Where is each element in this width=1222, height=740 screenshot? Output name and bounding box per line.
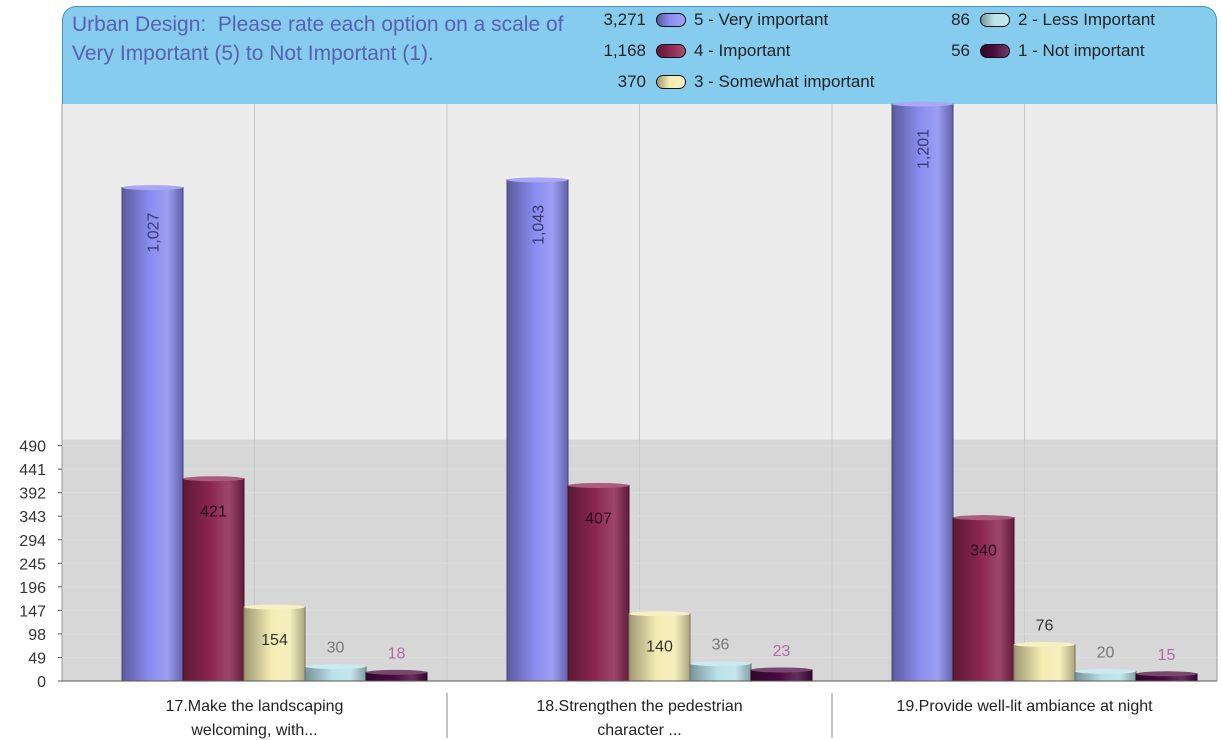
legend-label: 4 - Important: [694, 41, 791, 60]
legend-label: 5 - Very important: [694, 10, 829, 29]
bar: [121, 187, 184, 682]
y-tick-label: 490: [19, 439, 46, 456]
data-label: 18: [388, 645, 406, 662]
data-label: 140: [646, 639, 673, 656]
legend-count: 1,168: [603, 41, 646, 60]
legend-label: 3 - Somewhat important: [694, 72, 875, 91]
data-label: 76: [1036, 617, 1054, 634]
chart-title: Urban Design: Please rate each option on…: [72, 13, 570, 65]
y-tick-label: 147: [19, 603, 46, 620]
legend-count: 56: [951, 41, 970, 60]
y-tick-label: 245: [19, 556, 46, 573]
legend-count: 86: [951, 10, 970, 29]
y-tick-label: 343: [19, 509, 46, 526]
data-label: 1,201: [916, 129, 933, 169]
bar: [182, 478, 245, 682]
y-tick-label: 49: [28, 650, 46, 667]
data-label: 36: [712, 637, 730, 654]
data-label: 20: [1097, 644, 1115, 661]
bar-top: [1075, 668, 1136, 674]
y-tick-label: 294: [19, 533, 46, 550]
legend-item-very-important: 3,271 5 - Very important: [603, 8, 829, 32]
legend-swatch: [980, 44, 1010, 58]
bar: [891, 103, 954, 682]
legend-item-somewhat-important: 370 3 - Somewhat important: [618, 70, 875, 94]
legend-label: 2 - Less Important: [1018, 10, 1156, 29]
bar: [1013, 643, 1076, 682]
x-tick-label: welcoming, with...: [190, 722, 317, 739]
bar: [952, 517, 1015, 682]
data-label: 421: [200, 504, 227, 521]
x-tick-label: 19.Provide well-lit ambiance at night: [896, 698, 1153, 715]
legend-swatch: [980, 13, 1010, 27]
data-label: 1,043: [531, 205, 548, 245]
bar-top: [507, 177, 568, 183]
legend-label: 1 - Not important: [1018, 41, 1145, 60]
bar: [689, 663, 752, 682]
y-tick-label: 0: [37, 674, 46, 691]
bar: [243, 606, 306, 682]
data-label: 407: [585, 510, 612, 527]
data-label: 154: [261, 632, 288, 649]
bar-top: [1014, 641, 1075, 647]
bar-top: [892, 101, 953, 107]
bar-top: [751, 667, 812, 673]
legend-swatch: [656, 13, 686, 27]
data-label: 1,027: [146, 212, 163, 252]
y-tick-label: 441: [19, 462, 46, 479]
legend-item-not-important: 56 1 - Not important: [951, 39, 1145, 63]
data-label: 30: [327, 640, 345, 657]
y-tick-label: 392: [19, 486, 46, 503]
bar-top: [690, 661, 751, 667]
x-tick-label: 17.Make the landscaping: [166, 698, 344, 715]
legend-swatch: [656, 44, 686, 58]
bar-top: [305, 664, 366, 670]
data-label: 23: [773, 643, 791, 660]
bar-top: [244, 604, 305, 610]
header-background: [62, 6, 1217, 104]
bar: [506, 179, 569, 682]
y-tick-label: 98: [28, 627, 46, 644]
legend-swatch: [656, 75, 686, 89]
bar: [567, 484, 630, 682]
bar-top: [122, 185, 183, 191]
chart-header: [62, 6, 1217, 104]
legend-item-less-important: 86 2 - Less Important: [951, 8, 1156, 32]
legend-count: 370: [617, 72, 646, 91]
x-tick-label: 18.Strengthen the pedestrian: [536, 698, 742, 715]
legend-count: 3,271: [603, 10, 646, 29]
bar-top: [629, 611, 690, 617]
legend-item-important: 1,168 4 - Important: [603, 39, 791, 63]
x-tick-label: character ...: [597, 722, 681, 739]
bar-top: [1136, 671, 1197, 677]
data-label: 340: [970, 543, 997, 560]
data-label: 15: [1158, 647, 1176, 664]
bar-top: [183, 476, 244, 482]
y-tick-label: 196: [19, 580, 46, 597]
bar-top: [953, 515, 1014, 521]
bar-top: [366, 669, 427, 675]
bar-top: [568, 482, 629, 488]
